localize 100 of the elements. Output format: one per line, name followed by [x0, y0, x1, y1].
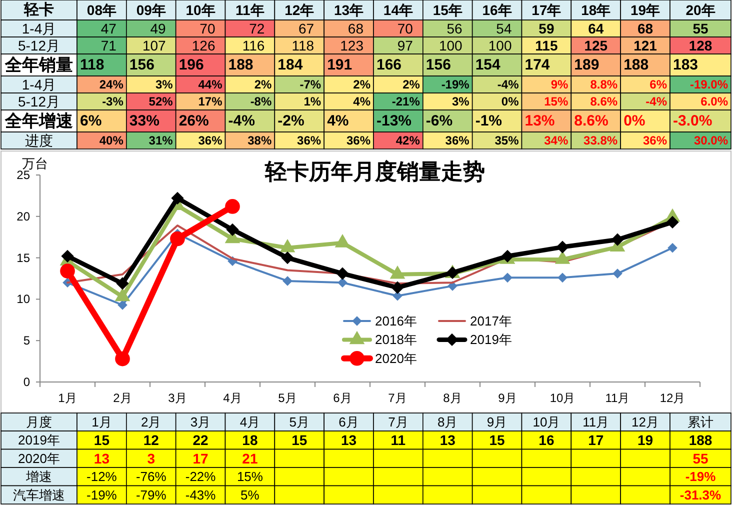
x-tick-label: 20年 [686, 2, 716, 18]
x-tick-label: 3月 [168, 391, 187, 405]
data-label: 115 [535, 38, 558, 54]
data-label: 17% [198, 94, 223, 108]
x-tick-label: 累计 [688, 414, 714, 430]
data-label: 107 [142, 38, 166, 54]
data-label: -12% [86, 469, 118, 484]
data-label: 3% [155, 78, 174, 92]
data-label: 71 [100, 38, 117, 54]
data-label: 17 [192, 450, 209, 466]
legend-label: 2017年 [470, 314, 512, 328]
data-label: 116 [242, 38, 265, 54]
x-tick-label: 10年 [186, 2, 216, 18]
x-tick-label: 11月 [582, 414, 610, 430]
data-label: 184 [278, 56, 304, 74]
data-label: 1% [304, 94, 322, 108]
x-tick-label: 11年 [236, 2, 264, 18]
data-label: 36% [346, 134, 371, 148]
data-label: 100 [488, 38, 512, 54]
point [171, 192, 184, 204]
x-tick-label: 5月 [289, 414, 310, 430]
data-label: 156 [426, 56, 451, 74]
data-label: 154 [475, 56, 502, 74]
data-label: 8.6% [574, 112, 608, 130]
data-label: -22% [185, 469, 216, 484]
data-label: 15% [544, 94, 568, 108]
data-label: 191 [327, 56, 352, 74]
data-label: -2% [278, 112, 304, 130]
data-label: 125 [584, 38, 608, 54]
data-label: 2% [353, 78, 371, 92]
data-label: 0% [501, 94, 520, 108]
data-label: 6% [650, 78, 668, 92]
data-label: 36% [445, 134, 470, 148]
data-label: 30.0% [694, 134, 728, 148]
point [668, 243, 678, 253]
x-tick-label: 9月 [498, 391, 517, 405]
data-label: 70 [397, 20, 414, 36]
data-label: -8% [250, 94, 272, 108]
data-label: 21 [242, 450, 258, 466]
point [170, 231, 185, 246]
point [338, 278, 348, 288]
x-tick-label: 09年 [136, 2, 166, 18]
x-tick-label: 1月 [58, 391, 77, 405]
point [391, 282, 404, 294]
y-tick-label: 5 [23, 334, 30, 348]
x-tick-label: 12月 [660, 391, 686, 405]
data-label: 6% [80, 112, 102, 130]
point [336, 267, 349, 280]
data-label: 16 [538, 432, 554, 448]
data-label: 35% [494, 134, 520, 148]
data-label: -19% [441, 78, 470, 92]
data-label: 188 [624, 56, 649, 74]
data-label: 68 [348, 20, 364, 36]
data-label: 5% [240, 487, 260, 502]
data-label: 9% [550, 78, 568, 92]
data-label: -76% [136, 469, 167, 484]
point [282, 276, 292, 286]
data-label: 0% [624, 112, 646, 130]
x-tick-label: 7月 [388, 391, 407, 405]
y-tick-label: 全年销量 [4, 56, 73, 74]
legend-label: 2019年 [470, 332, 512, 348]
y-tick-label: 2020年 [18, 450, 60, 466]
x-tick-label: 6月 [338, 414, 359, 430]
y-tick-label: 10 [16, 292, 30, 306]
x-tick-label: 17年 [532, 2, 562, 18]
x-tick-label: 10月 [550, 391, 576, 405]
data-label: 6.0% [700, 94, 728, 108]
point [666, 216, 679, 228]
data-label: 24% [99, 78, 124, 92]
data-label: 128 [688, 38, 712, 54]
data-label: 12 [143, 432, 160, 448]
data-label: 4% [327, 112, 349, 130]
data-label: -7% [300, 78, 322, 92]
x-tick-label: 7月 [388, 414, 408, 430]
data-label: 118 [80, 56, 104, 74]
data-label: 15 [94, 432, 110, 448]
data-label: 19 [638, 432, 654, 448]
data-label: 56 [446, 20, 463, 36]
data-label: -3.0% [673, 112, 712, 130]
point [558, 272, 568, 282]
data-label: -21% [392, 94, 420, 108]
x-tick-label: 9月 [486, 414, 508, 430]
x-tick-label: 6月 [333, 391, 352, 405]
x-tick-label: 14年 [383, 2, 413, 18]
data-label: -19% [86, 487, 118, 502]
data-label: 183 [673, 56, 698, 74]
point [502, 272, 512, 282]
data-label: 156 [129, 56, 154, 74]
data-label: 33% [129, 112, 160, 130]
data-label: -43% [185, 487, 216, 502]
point [392, 291, 402, 301]
data-label: 13 [94, 450, 110, 466]
x-tick-label: 08年 [86, 2, 116, 18]
data-label: 2% [254, 78, 272, 92]
y-tick-label: 0 [23, 375, 30, 389]
data-label: 44% [198, 78, 223, 92]
data-label: 31% [148, 134, 174, 148]
x-tick-label: 4月 [223, 391, 242, 405]
data-label: 36% [642, 134, 668, 148]
point [612, 268, 622, 278]
